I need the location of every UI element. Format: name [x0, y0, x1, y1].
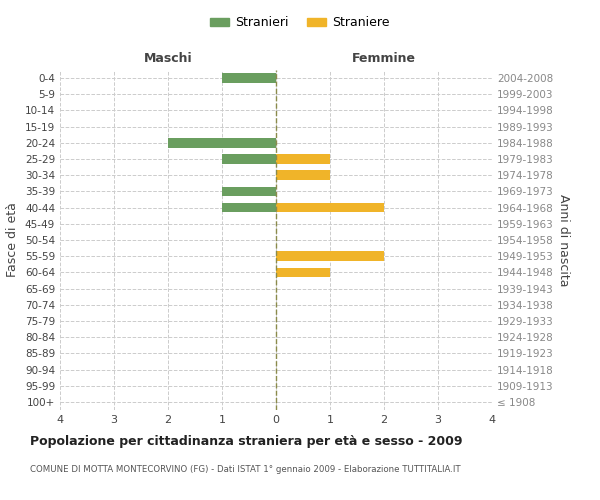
Text: Femmine: Femmine — [352, 52, 416, 65]
Bar — [276, 268, 330, 277]
Bar — [276, 203, 384, 212]
Text: Maschi: Maschi — [143, 52, 193, 65]
Y-axis label: Anni di nascita: Anni di nascita — [557, 194, 570, 286]
Bar — [222, 203, 276, 212]
Legend: Stranieri, Straniere: Stranieri, Straniere — [205, 11, 395, 34]
Bar — [168, 138, 276, 147]
Text: COMUNE DI MOTTA MONTECORVINO (FG) - Dati ISTAT 1° gennaio 2009 - Elaborazione TU: COMUNE DI MOTTA MONTECORVINO (FG) - Dati… — [30, 465, 461, 474]
Bar — [222, 186, 276, 196]
Bar — [276, 154, 330, 164]
Bar — [276, 170, 330, 180]
Y-axis label: Fasce di età: Fasce di età — [7, 202, 19, 278]
Bar — [222, 73, 276, 83]
Bar — [276, 252, 384, 261]
Text: Popolazione per cittadinanza straniera per età e sesso - 2009: Popolazione per cittadinanza straniera p… — [30, 435, 463, 448]
Bar — [222, 154, 276, 164]
